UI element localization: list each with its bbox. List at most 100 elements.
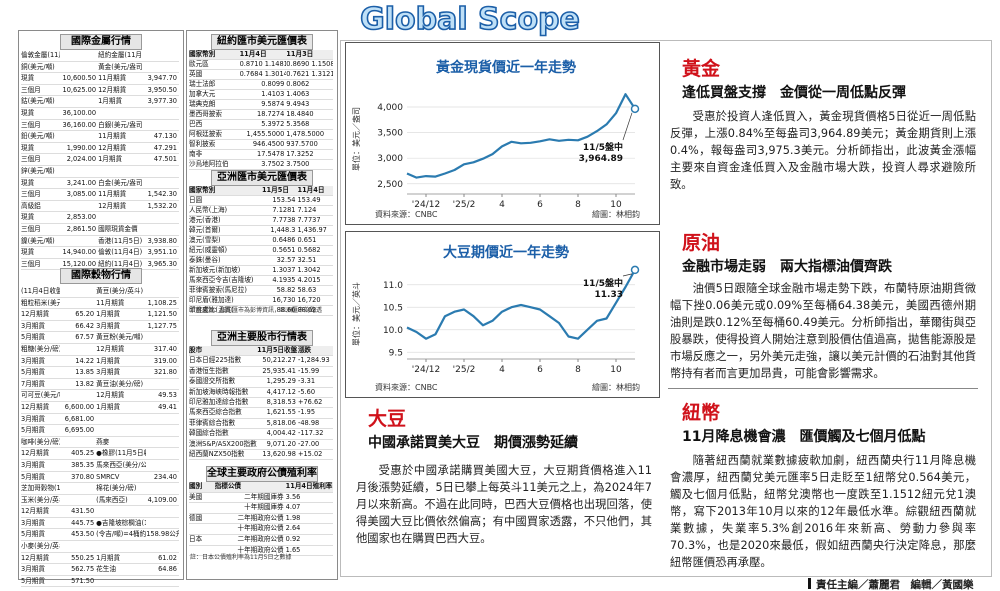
table: 國別指標公債11月4日殖利率(%)美國二年期國庫券3.56十年期國庫券4.07德…	[189, 482, 333, 557]
table-row: 韓國綜合指數 4,004.42 -117.32	[189, 429, 333, 440]
table-cell: 431.50	[71, 507, 95, 516]
table-cell: 66.42	[75, 321, 95, 330]
table-row: 巴西 5.3972 5.3568	[189, 120, 333, 130]
table-cell: 11月期貨	[98, 74, 127, 83]
table-cell: 棉花(美分/磅)	[96, 484, 137, 493]
x-tick-label: 4	[499, 200, 505, 210]
y-tick-label: 3,500	[377, 129, 403, 139]
table-title: 亞洲匯市美元匯價表	[211, 170, 313, 186]
source: 資料來源：CNBC	[375, 382, 438, 392]
x-tick-label: 6	[537, 200, 543, 210]
table-cell: 7.124	[297, 206, 317, 214]
table-title: 全球主要政府公債殖利率	[206, 466, 318, 482]
table-cell: 65.20	[75, 310, 95, 319]
table-cell: 11月5日收盤	[257, 346, 298, 354]
chart-title: 大豆期價近一年走勢	[443, 244, 569, 261]
table-row: 現貨 10,600.50 11月期貨 3,947.70	[21, 73, 179, 85]
source: 資料來源：CNBC	[375, 209, 438, 219]
table-row: 鋅(美元/噸)	[21, 166, 179, 178]
table-row: 現貨 1,990.00 12月期貨 47.291	[21, 143, 179, 155]
table-row: 咖啡(美分/磅) 燕麥	[21, 437, 179, 449]
table-cell: 墨西哥披索	[189, 110, 222, 118]
table-cell	[98, 166, 142, 177]
table-cell	[60, 201, 99, 212]
table-cell: 153.54	[272, 196, 296, 204]
table-cell: 12月期貨	[98, 85, 127, 94]
table-cell	[60, 236, 99, 247]
table-row: 人民幣(上海) 7.1281 7.124	[189, 206, 333, 216]
table-cell: 銅(美元/噸)	[21, 62, 55, 71]
table-row: 三個月 2,024.00 1月期貨 47.501	[21, 154, 179, 166]
table-cell: 12月期貨	[21, 507, 50, 516]
table-row: 三個月 2,861.50 國際現貨金價	[21, 224, 179, 236]
annotation-label: 11/5盤中	[583, 277, 623, 289]
table-cell: 德國	[189, 513, 203, 522]
table-cell: 菲律賓綜合指數	[189, 418, 236, 427]
table-cell: 高級鋁	[21, 201, 41, 210]
table-cell: 47.130	[153, 132, 177, 141]
table-row: 7月期貨 13.82 黃豆油(美分/磅)	[21, 379, 179, 391]
table-cell	[146, 483, 179, 494]
table-cell	[142, 108, 179, 119]
table-row: 5月期貨 67.57 黃豆粉(美元/噸)	[21, 332, 179, 344]
table-cell: 十年期國庫券	[244, 503, 284, 512]
table-cell: 4,417.12	[266, 387, 296, 396]
credits: 責任主編／蕭麗君 編輯／黃國樂	[816, 579, 974, 591]
x-tick-label: 6	[537, 365, 543, 375]
table-cell: 現貨	[21, 213, 35, 222]
table-cell: 馬來西亞綜合指數	[189, 408, 242, 417]
table-row: 美國 二年期國庫券 3.56	[189, 493, 333, 504]
table-cell: 0.7684 1.3014	[239, 70, 287, 78]
table-cell	[146, 518, 179, 529]
table-cell: -117.32	[297, 429, 324, 438]
table-cell: 1,478.5000	[286, 130, 325, 138]
table-cell: +15.02	[297, 449, 323, 458]
table-row: 紐元(威靈頓) 0.5651 0.5682	[189, 246, 333, 256]
table-title: 亞洲主要股市行情表	[211, 330, 313, 346]
table-header: 國別 指標公債 11月4日殖利率(%)	[189, 482, 333, 493]
table-row: 印尼雅加達綜合指數 8,318.53 +76.62	[189, 397, 333, 409]
x-tick-label: 10	[610, 365, 622, 375]
y-axis-label: 單位：美元／盎司	[351, 107, 361, 171]
table-cell: 9.4943	[286, 100, 310, 108]
table-row: 紐西蘭NZX50指數 13,620.98 +15.02	[189, 449, 333, 461]
table-row: 十年期國庫券 4.07	[189, 503, 333, 514]
table-cell: 1月期貨	[98, 155, 123, 164]
table-cell: 0.6486	[272, 236, 296, 244]
table-cell: 1,990.00	[66, 143, 97, 152]
table-cell: 3月期貨	[21, 518, 45, 527]
table-row: 現貨 2,853.00	[21, 212, 179, 224]
table-row: 鈷(美元/噸) 1月期貨 3,977.30	[21, 96, 179, 108]
table-cell: 11月期貨	[96, 298, 125, 307]
table: (11月4日收盤) 黃豆(美分/英斗) 粗粒稻米(美元/英擔) 11月期貨 1,108.…	[21, 286, 179, 588]
annotation-leader	[622, 273, 633, 277]
table-cell: 12月期貨	[96, 391, 125, 400]
table-cell: 1月期貨	[98, 97, 123, 106]
section-label: 黃金	[682, 58, 721, 80]
table-cell	[60, 166, 99, 177]
table-cell: 鎳(美元/噸)	[21, 236, 55, 245]
table-cell	[60, 96, 99, 107]
table-cell: 香港恒生指數	[189, 366, 229, 375]
table-cell: 國家幣別	[189, 50, 216, 58]
table-cell: 指標公債	[214, 482, 242, 490]
end-point	[630, 265, 640, 275]
table-cell: 7.7738	[272, 216, 296, 224]
table-cell: 6,695.00	[64, 426, 95, 435]
table-cell: 5.3568	[286, 120, 310, 128]
article-body: 隨著紐西蘭就業數據疲軟加劇，紐西蘭央行11月降息機會濃厚，紐西蘭兌美元匯率5日走…	[670, 454, 976, 569]
x-tick-label: 8	[575, 365, 581, 375]
table-cell: 二年期政府公債	[237, 513, 284, 522]
table-cell: 7.7737	[297, 216, 321, 224]
table-cell	[142, 166, 179, 177]
table-cell: 12月期貨	[96, 344, 125, 353]
table-cell: 印尼雅加達綜合指數	[189, 397, 249, 406]
table-cell: 智利披索	[189, 140, 216, 148]
table-cell: 粗糖(美分/磅)	[21, 344, 60, 353]
table-row: 馬來西亞令吉(吉隆坡) 4.1935 4.2015	[189, 276, 333, 286]
table-cell: 現貨	[21, 178, 35, 187]
table-cell: 紐元(威靈頓)	[189, 246, 228, 254]
table-cell: 國際現貨金價	[98, 224, 138, 233]
table-cell: 黃豆(美分/英斗)	[96, 287, 144, 295]
table-row: 菲律賓綜合指數 5,818.06 -48.98	[189, 418, 333, 430]
